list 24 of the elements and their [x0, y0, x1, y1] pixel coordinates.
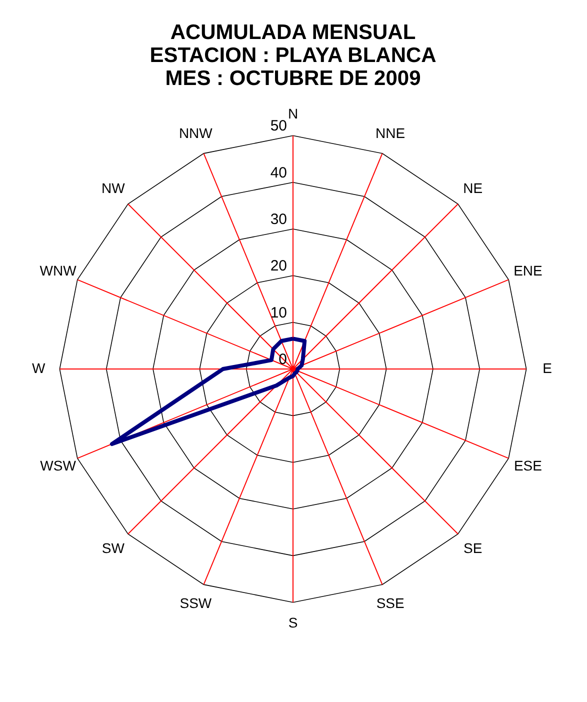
- spoke-label: NNE: [376, 125, 406, 142]
- spoke-label: SE: [463, 540, 482, 556]
- text: ACUMULADA MENSUAL: [170, 21, 416, 44]
- spoke-label: S: [288, 614, 298, 630]
- spoke-label: WSW: [40, 457, 77, 474]
- spoke-label: NE: [463, 180, 483, 196]
- y-tick-label: 40: [270, 164, 287, 182]
- spoke-label: SSW: [180, 594, 212, 611]
- y-tick-label: 10: [270, 304, 287, 322]
- text: ESTACION : PLAYA BLANCA: [150, 44, 436, 67]
- spoke-label: SW: [102, 540, 126, 556]
- spoke-label: ESE: [514, 457, 542, 474]
- spoke-label: ENE: [514, 262, 542, 279]
- spoke-label: WNW: [40, 262, 78, 279]
- y-tick-label: 20: [270, 258, 287, 275]
- spoke-label: NW: [101, 180, 126, 196]
- spoke-label: NNW: [178, 125, 214, 142]
- spoke-label: N: [288, 106, 298, 122]
- spoke-label: SSE: [376, 594, 404, 611]
- text: MES : OCTUBRE DE 2009: [165, 67, 421, 90]
- spoke-label: W: [32, 360, 46, 376]
- y-tick-label: 30: [270, 211, 287, 228]
- y-tick-label: 50: [270, 118, 287, 135]
- spoke-label: E: [542, 360, 552, 376]
